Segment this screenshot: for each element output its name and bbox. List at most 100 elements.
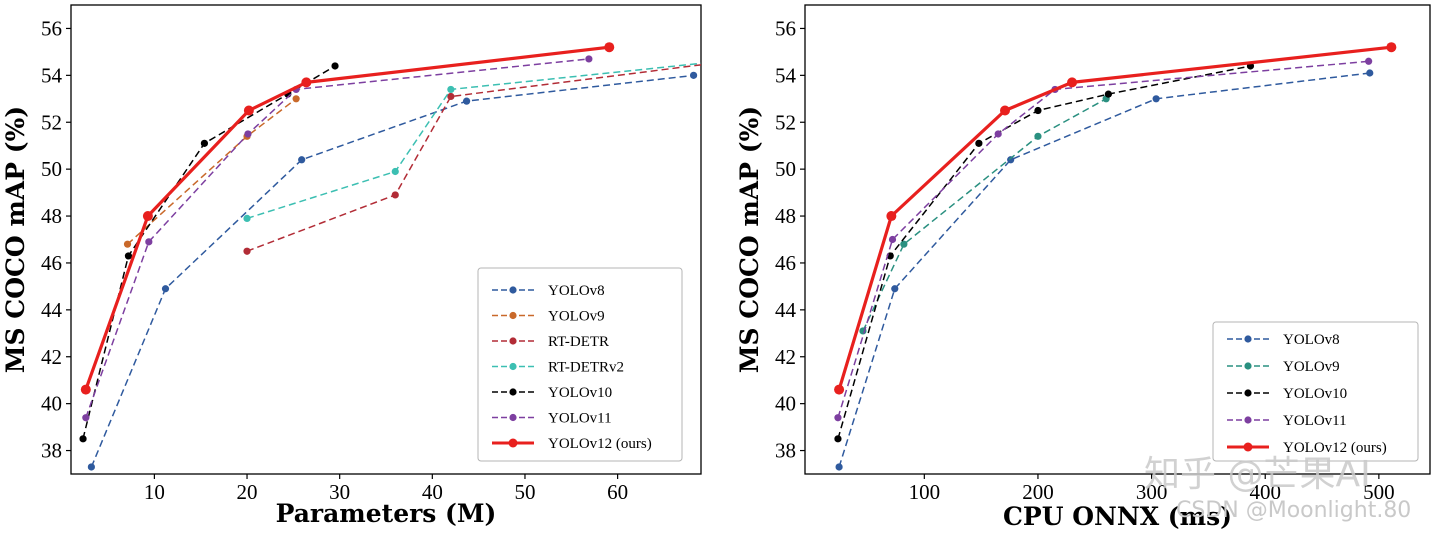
data-point <box>244 130 252 138</box>
data-point <box>80 384 91 395</box>
data-point <box>689 71 698 79</box>
y-tick-label: 44 <box>775 298 797 322</box>
series-line <box>246 62 701 220</box>
data-point <box>292 95 300 103</box>
legend-label: YOLOv11 <box>1283 413 1347 429</box>
chart-panel-cpu-onnx: 38 40 42 44 46 48 50 52 54 56 100 200 300 400 500 CPU O… <box>735 4 1431 531</box>
data-point <box>994 130 1002 138</box>
data-point <box>161 285 170 293</box>
data-point <box>123 240 132 248</box>
data-point <box>891 285 899 293</box>
y-tick-label: 52 <box>775 110 796 134</box>
legend-label: YOLOv10 <box>548 385 612 401</box>
x-tick-label: 100 <box>909 480 941 504</box>
data-point <box>888 235 897 244</box>
data-point <box>1007 156 1015 164</box>
legend-marker <box>509 388 517 396</box>
y-tick-label: 42 <box>41 345 62 369</box>
x-axis-title: CPU ONNX (ms) <box>1003 502 1232 531</box>
data-point <box>585 55 593 63</box>
y-axis-title: MS COCO mAP (%) <box>1 106 30 373</box>
data-point <box>1152 95 1160 103</box>
data-point <box>391 167 399 176</box>
watermark-zhihu: 知乎 @芒果AI <box>1144 454 1371 495</box>
legend-label: YOLOv10 <box>1283 386 1347 402</box>
x-tick-label: 400 <box>1249 480 1281 504</box>
data-point <box>447 85 455 94</box>
x-tick-label: 40 <box>422 480 443 504</box>
y-tick-label: 44 <box>41 298 63 322</box>
data-point <box>975 139 983 147</box>
legend-marker <box>508 438 518 448</box>
legend-marker <box>1244 389 1252 397</box>
legend: YOLOv8 YOLOv9 RT-DETR RT-DETRv2 YOLOv10 YOLOv… <box>477 267 683 462</box>
legend-marker <box>1243 442 1253 452</box>
y-tick-label: 48 <box>41 204 62 228</box>
x-tick-label: 60 <box>607 480 628 504</box>
plot-frame <box>70 4 702 475</box>
chart-panel-parameters: 38 40 42 44 46 48 50 52 54 56 10 20 30 40 50 60 Paramete… <box>1 4 769 528</box>
x-tick-label: 500 <box>1363 480 1395 504</box>
legend-label: YOLOv11 <box>548 411 612 427</box>
series-line <box>126 98 297 245</box>
series-line <box>246 64 701 252</box>
y-tick-label: 40 <box>41 392 62 416</box>
y-tick-label: 46 <box>41 251 62 275</box>
legend-marker <box>1244 335 1252 343</box>
y-tick-label: 46 <box>775 251 796 275</box>
legend-label: YOLOv9 <box>1283 359 1340 375</box>
data-point <box>762 53 769 60</box>
legend-marker <box>509 311 517 320</box>
data-point <box>900 240 908 248</box>
data-point <box>124 252 133 260</box>
data-point <box>1067 77 1078 88</box>
data-point <box>762 53 769 60</box>
data-point <box>1034 132 1042 140</box>
data-point <box>834 435 842 443</box>
legend-marker <box>509 413 517 422</box>
watermark-csdn: CSDN @Moonlight.80 <box>1176 498 1411 523</box>
series-line <box>82 65 336 439</box>
y-tick-label: 54 <box>775 63 797 87</box>
legend-label: YOLOv12 (ours) <box>548 436 652 452</box>
series-line <box>862 98 1107 332</box>
data-point <box>463 97 471 105</box>
data-point <box>79 435 87 443</box>
y-tick-label: 38 <box>775 439 796 463</box>
x-tick-label: 200 <box>1022 480 1054 504</box>
data-point <box>142 211 153 222</box>
legend-label: YOLOv12 (ours) <box>1283 440 1387 456</box>
data-point <box>200 139 209 147</box>
legend-label: YOLOv8 <box>548 283 605 299</box>
data-point <box>1365 57 1373 65</box>
y-tick-label: 40 <box>775 392 796 416</box>
data-point <box>834 384 845 395</box>
plot-area <box>79 42 769 471</box>
legend-label: YOLOv9 <box>548 309 605 325</box>
y-axis-title: MS COCO mAP (%) <box>735 106 764 373</box>
series-line <box>837 65 1251 440</box>
legend-marker <box>509 362 517 371</box>
y-tick-label: 42 <box>775 345 796 369</box>
legend-box <box>1212 321 1419 462</box>
x-tick-label: 10 <box>144 480 165 504</box>
data-point <box>301 77 312 88</box>
x-tick-label: 30 <box>329 480 350 504</box>
data-point <box>298 156 306 164</box>
plot-area <box>834 42 1397 471</box>
y-tick-label: 38 <box>41 439 62 463</box>
data-point <box>886 211 897 222</box>
y-tick-label: 50 <box>775 157 796 181</box>
legend-label: RT-DETR <box>548 334 609 350</box>
legend-marker <box>1244 416 1252 424</box>
plot-frame <box>804 4 1431 475</box>
data-point <box>1000 105 1010 116</box>
y-tick-label: 56 <box>775 16 796 40</box>
legend-label: RT-DETRv2 <box>548 360 624 376</box>
data-point <box>834 414 842 422</box>
legend-marker <box>509 286 517 294</box>
legend: YOLOv8 YOLOv9 YOLOv10 YOLOv11 YOLOv12 (ours) <box>1212 321 1419 462</box>
data-point <box>1104 90 1113 98</box>
data-point <box>1366 69 1374 77</box>
y-tick-label: 54 <box>41 63 63 87</box>
